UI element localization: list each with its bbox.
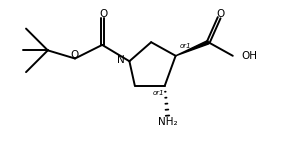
Polygon shape [176,41,209,56]
Text: NH₂: NH₂ [158,117,177,127]
Text: OH: OH [241,51,257,61]
Text: or1: or1 [152,89,164,95]
Text: O: O [217,9,225,19]
Text: N: N [117,55,124,65]
Text: O: O [100,9,108,19]
Text: or1: or1 [180,43,191,49]
Text: O: O [71,50,79,60]
